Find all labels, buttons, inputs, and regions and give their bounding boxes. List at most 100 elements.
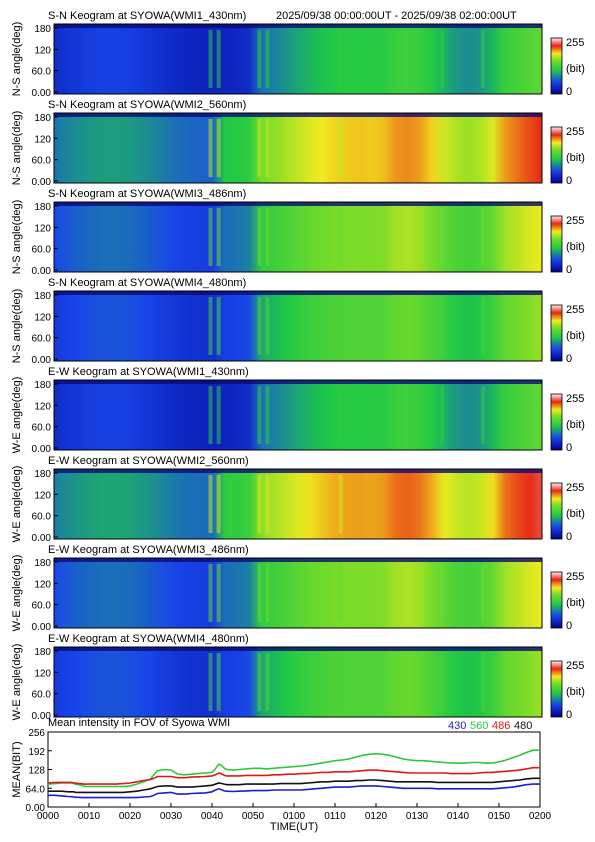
aurora-streak xyxy=(265,297,270,355)
y-tick-label: 180 xyxy=(34,380,51,391)
colorbar-min-label: 0 xyxy=(566,264,572,276)
y-tick-label: 60.0 xyxy=(32,245,52,256)
aurora-streak xyxy=(208,208,213,266)
line-plot-frame xyxy=(47,731,541,808)
y-axis-label: N-S angle(deg) xyxy=(11,22,23,97)
panel-frame xyxy=(53,23,543,95)
aurora-streak xyxy=(216,297,221,355)
y-tick-label: 60.0 xyxy=(32,156,52,167)
aurora-streak xyxy=(265,208,270,266)
colorbar-min-label: 0 xyxy=(566,709,572,721)
aurora-streak xyxy=(265,119,270,177)
colorbar-max-label: 255 xyxy=(566,215,584,227)
y-tick-label: 0.00 xyxy=(32,444,52,455)
aurora-streak xyxy=(481,119,485,177)
aurora-streak xyxy=(265,30,270,88)
colorbar-unit-label: (bit) xyxy=(566,508,585,520)
y-axis-label: W-E angle(deg) xyxy=(11,555,23,632)
y-axis-label: MEAN(BIT) xyxy=(11,741,23,797)
aurora-streak xyxy=(257,386,262,444)
y-axis-label: W-E angle(deg) xyxy=(11,644,23,721)
aurora-streak xyxy=(440,653,445,711)
heatmap-image xyxy=(54,469,542,539)
colorbar-unit-label: (bit) xyxy=(566,241,585,253)
aurora-streak xyxy=(440,564,445,622)
aurora-streak xyxy=(208,297,213,355)
colorbar-min-label: 0 xyxy=(566,86,572,98)
aurora-streak xyxy=(338,653,343,711)
y-tick-label: 180 xyxy=(34,202,51,213)
aurora-streak xyxy=(257,208,262,266)
colorbar-min-label: 0 xyxy=(566,442,572,454)
aurora-streak xyxy=(257,653,262,711)
aurora-streak xyxy=(216,208,221,266)
date-range: 2025/09/38 00:00:00UT - 2025/09/38 02:00… xyxy=(276,10,517,22)
panel-title: S-N Keogram at SYOWA(WMI4_480nm) xyxy=(48,277,247,289)
y-tick-label: 60.0 xyxy=(32,334,52,345)
y-tick-label: 256 xyxy=(28,728,45,739)
y-tick-label: 180 xyxy=(34,558,51,569)
y-tick-label: 180 xyxy=(34,24,51,35)
line-chart-title: Mean intensity in FOV of Syowa WMI xyxy=(48,717,231,729)
colorbar xyxy=(550,393,563,451)
aurora-streak xyxy=(440,297,445,355)
colorbar-unit-label: (bit) xyxy=(566,686,585,698)
aurora-streak xyxy=(440,119,445,177)
y-tick-label: 0.00 xyxy=(32,177,52,188)
aurora-streak xyxy=(265,475,270,533)
aurora-streak xyxy=(216,653,221,711)
x-tick-label: 0000 xyxy=(37,811,60,822)
aurora-streak xyxy=(338,475,343,533)
y-tick-label: 0.00 xyxy=(32,711,52,722)
panel-title: S-N Keogram at SYOWA(WMI1_430nm) xyxy=(48,10,247,22)
heatmap-image xyxy=(54,113,542,183)
colorbar-unit-label: (bit) xyxy=(566,330,585,342)
y-tick-label: 0.00 xyxy=(32,266,52,277)
aurora-streak xyxy=(265,564,270,622)
x-tick-label: 0200 xyxy=(529,811,552,822)
aurora-streak xyxy=(208,564,213,622)
aurora-streak xyxy=(208,653,213,711)
aurora-streak xyxy=(216,119,221,177)
x-tick-label: 0140 xyxy=(447,811,470,822)
colorbar-max-label: 255 xyxy=(566,37,584,49)
aurora-streak xyxy=(338,297,343,355)
x-tick-label: 0010 xyxy=(78,811,101,822)
y-tick-label: 120 xyxy=(34,490,51,501)
colorbar-min-label: 0 xyxy=(566,620,572,632)
colorbar xyxy=(550,304,563,362)
horizon-band xyxy=(54,558,542,562)
aurora-streak xyxy=(208,30,213,88)
x-tick-label: 0050 xyxy=(242,811,265,822)
heatmap-image xyxy=(54,558,542,628)
heatmap-image xyxy=(54,291,542,361)
panel-title: E-W Keogram at SYOWA(WMI1_430nm) xyxy=(48,366,249,378)
horizon-band xyxy=(54,469,542,473)
y-tick-label: 120 xyxy=(34,312,51,323)
aurora-streak xyxy=(338,119,343,177)
legend-entry-480: 480 xyxy=(514,720,532,732)
colorbar-max-label: 255 xyxy=(566,304,584,316)
panel-frame xyxy=(53,201,543,273)
colorbar-min-label: 0 xyxy=(566,353,572,365)
y-tick-label: 0.00 xyxy=(32,533,52,544)
colorbar-unit-label: (bit) xyxy=(566,152,585,164)
aurora-streak xyxy=(216,475,221,533)
aurora-streak xyxy=(208,119,213,177)
aurora-streak xyxy=(265,386,270,444)
legend-entry-486: 486 xyxy=(492,720,510,732)
aurora-streak xyxy=(440,30,445,88)
aurora-streak xyxy=(440,386,445,444)
y-tick-label: 192 xyxy=(28,747,45,758)
colorbar-max-label: 255 xyxy=(566,393,584,405)
y-axis-label: N-S angle(deg) xyxy=(11,200,23,275)
y-tick-label: 64.0 xyxy=(26,784,46,795)
y-tick-label: 120 xyxy=(34,223,51,234)
colorbar xyxy=(550,482,563,540)
series-line-480 xyxy=(48,777,540,794)
horizon-band xyxy=(54,202,542,206)
series-line-430 xyxy=(48,783,540,799)
aurora-streak xyxy=(257,30,262,88)
horizon-band xyxy=(54,24,542,28)
heatmap-image xyxy=(54,647,542,717)
